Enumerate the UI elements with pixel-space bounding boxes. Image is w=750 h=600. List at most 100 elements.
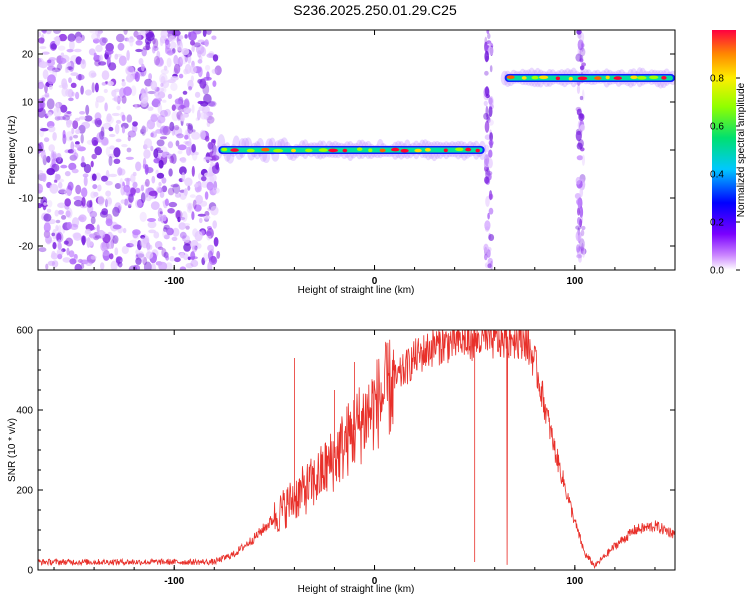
x-tick-label: -100 <box>164 576 184 587</box>
noise-blob <box>165 40 171 50</box>
noise-blob <box>132 181 138 189</box>
ridge-hotspot <box>455 147 464 152</box>
noise-blob <box>168 168 173 177</box>
noise-blob <box>75 144 81 149</box>
noise-blob <box>164 108 171 117</box>
noise-blob <box>57 242 62 250</box>
noise-blob <box>120 199 126 204</box>
noise-blob <box>47 59 52 64</box>
noise-blob <box>62 82 68 90</box>
noise-blob <box>78 73 82 81</box>
noise-blob <box>153 148 159 159</box>
noise-blob <box>60 104 68 113</box>
colorbar-tick-label: 0.0 <box>710 266 724 277</box>
noise-blob <box>63 240 69 245</box>
noise-blob <box>105 190 111 197</box>
noise-blob <box>183 243 192 252</box>
noise-blob <box>64 171 71 177</box>
noise-blob <box>71 148 77 156</box>
noise-blob <box>90 216 96 225</box>
noise-blob <box>161 87 167 93</box>
streak-blob <box>581 225 586 231</box>
noise-blob <box>183 98 190 110</box>
noise-blob <box>69 258 77 265</box>
noise-blob <box>174 209 183 220</box>
noise-blob <box>127 130 137 138</box>
ridge-hotspot <box>391 147 400 152</box>
noise-blob <box>111 112 120 117</box>
ridge-hotspot <box>465 147 472 152</box>
streak-blob <box>577 39 584 51</box>
noise-blob <box>162 125 171 136</box>
noise-blob <box>203 111 209 120</box>
noise-blob <box>132 264 141 270</box>
noise-blob <box>46 168 55 176</box>
noise-blob <box>61 86 68 97</box>
noise-blob <box>72 232 81 239</box>
noise-blob <box>127 135 131 142</box>
noise-blob <box>181 48 190 56</box>
noise-blob <box>161 151 167 158</box>
noise-blob <box>47 260 56 266</box>
noise-blob <box>189 65 197 75</box>
noise-blob <box>171 111 179 122</box>
noise-blob <box>170 184 179 188</box>
noise-blob <box>38 183 44 194</box>
noise-blob <box>169 41 177 50</box>
noise-blob <box>153 46 159 51</box>
noise-blob <box>73 196 83 201</box>
streak-blob <box>486 30 490 34</box>
noise-blob <box>146 242 151 250</box>
noise-blob <box>140 93 149 104</box>
noise-blob <box>114 247 119 256</box>
spectrogram-x-axis-label: Height of straight line (km) <box>298 285 415 296</box>
noise-blob <box>187 123 193 131</box>
noise-blob <box>206 53 215 59</box>
noise-blob <box>100 262 105 270</box>
noise-blob <box>191 165 195 177</box>
noise-blob <box>123 184 131 193</box>
noise-blob <box>192 199 197 210</box>
streak-blob <box>483 112 489 120</box>
noise-blob <box>41 97 46 102</box>
noise-blob <box>94 235 102 239</box>
ridge-hotspot <box>342 148 348 153</box>
noise-blob <box>153 55 160 66</box>
noise-blob <box>184 63 192 74</box>
noise-blob <box>130 85 137 97</box>
noise-blob <box>173 63 181 74</box>
noise-blob <box>160 76 166 84</box>
noise-blob <box>41 173 47 183</box>
noise-blob <box>141 125 147 136</box>
noise-blob <box>184 34 188 39</box>
y-tick-label: 20 <box>22 50 34 61</box>
noise-blob <box>135 48 143 53</box>
noise-blob <box>192 245 198 253</box>
snr-y-axis-label: SNR (10 * v/v) <box>7 418 18 482</box>
noise-blob <box>115 138 122 143</box>
noise-blob <box>64 67 69 74</box>
noise-blob <box>210 205 219 216</box>
noise-blob <box>207 261 213 270</box>
noise-blob <box>190 259 199 268</box>
noise-blob <box>93 52 97 59</box>
noise-blob <box>145 178 150 187</box>
noise-blob <box>141 47 147 57</box>
noise-blob <box>146 123 151 128</box>
noise-blob <box>115 256 123 264</box>
noise-blob <box>54 157 61 162</box>
noise-blob <box>186 122 191 127</box>
noise-blob <box>140 63 145 72</box>
noise-blob <box>206 121 211 127</box>
streak-blob <box>576 155 584 161</box>
streak-blob <box>576 84 581 94</box>
streak-blob <box>576 142 583 150</box>
noise-blob <box>62 257 71 263</box>
noise-blob <box>145 31 155 42</box>
noise-blob <box>66 111 72 114</box>
ridge-hotspot <box>328 148 338 153</box>
noise-blob <box>205 135 210 142</box>
noise-blob <box>197 50 202 58</box>
noise-blob <box>167 93 173 99</box>
noise-blob <box>183 107 192 113</box>
